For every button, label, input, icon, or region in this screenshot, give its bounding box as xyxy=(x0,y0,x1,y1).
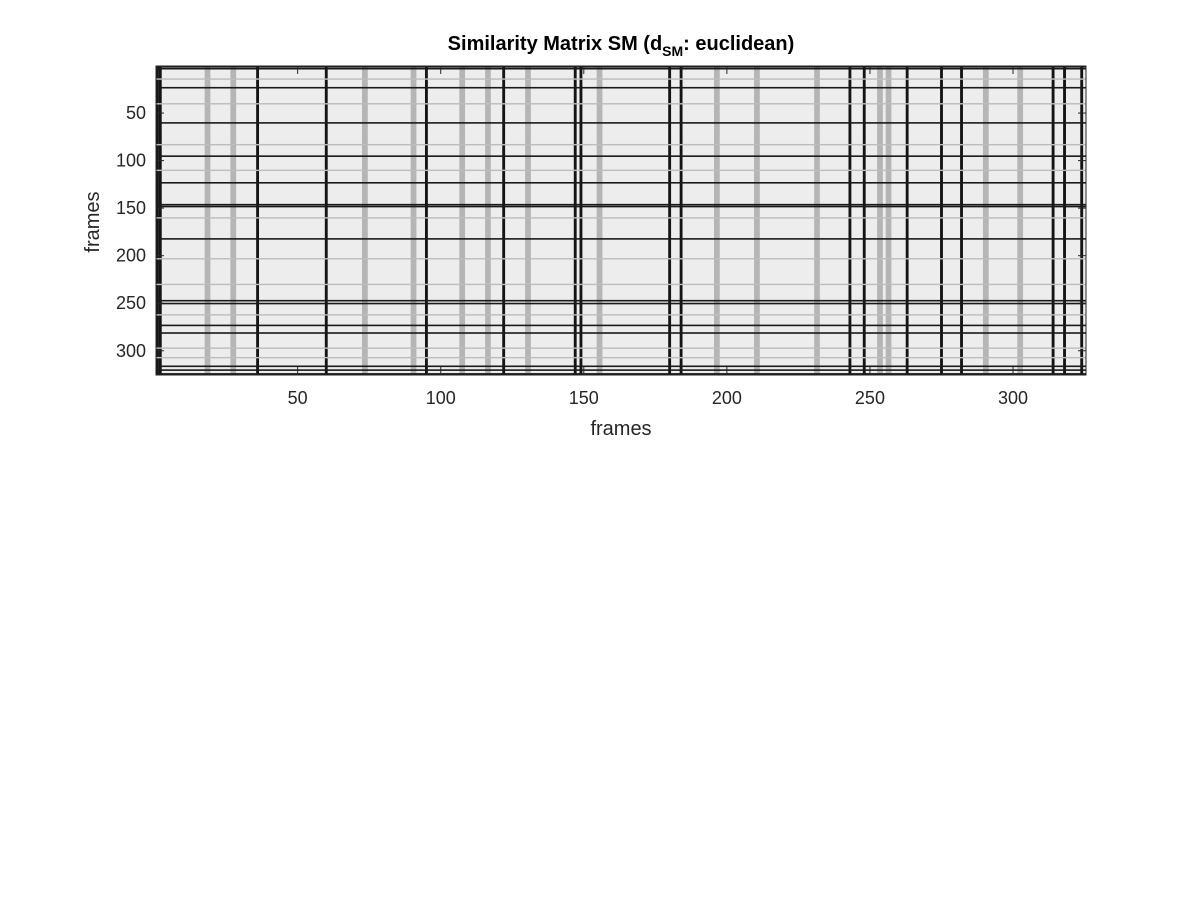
y-tick-label: 300 xyxy=(116,341,146,361)
heatmap-dark-row xyxy=(156,299,1086,302)
heatmap-dark-row xyxy=(156,302,1086,305)
heatmap-dark-row xyxy=(156,67,1086,70)
heatmap-dark-column xyxy=(848,66,852,375)
heatmap-dark-row xyxy=(156,324,1086,327)
heatmap-gray-row xyxy=(156,283,1086,286)
heatmap-gray-row xyxy=(156,103,1086,105)
heatmap-gray-column xyxy=(814,66,820,375)
heatmap-gray-column xyxy=(410,66,417,375)
heatmap-gray-column xyxy=(885,66,892,375)
heatmap-rows xyxy=(156,66,1086,375)
heatmap-dark-column xyxy=(158,66,162,375)
heatmap-gray-column xyxy=(230,66,237,375)
heatmap-gray-column xyxy=(982,66,989,375)
heatmap-dark-column xyxy=(579,66,583,375)
heatmap-dark-row xyxy=(156,332,1086,334)
heatmap-gray-row xyxy=(156,217,1086,219)
x-axis-label: frames xyxy=(590,418,651,440)
x-tick-label: 300 xyxy=(998,388,1028,408)
heatmap-dark-row xyxy=(156,181,1086,184)
heatmap-dark-column xyxy=(679,66,683,375)
x-axis-ticks: 50 100 150 200 250 300 xyxy=(288,66,1028,408)
heatmap-gray-column xyxy=(459,66,466,375)
heatmap-background xyxy=(156,66,1086,375)
x-tick-label: 100 xyxy=(426,388,456,408)
heatmap-gray-column xyxy=(714,66,720,375)
heatmap-gray-row xyxy=(156,356,1086,359)
heatmap-dark-column xyxy=(668,66,672,375)
x-tick-label: 250 xyxy=(855,388,885,408)
heatmap-columns xyxy=(156,66,1084,375)
heatmap-dark-column xyxy=(960,66,963,375)
heatmap-gray-column xyxy=(754,66,760,375)
heatmap-gray-column xyxy=(525,66,531,375)
heatmap-gray-column xyxy=(877,66,883,375)
heatmap-gray-row xyxy=(156,258,1086,260)
axes-box xyxy=(155,65,1087,376)
x-tick-label: 200 xyxy=(712,388,742,408)
chart-title-subscript: SM xyxy=(662,43,683,59)
heatmap-dark-column xyxy=(1051,66,1055,375)
heatmap-dark-row xyxy=(156,66,1086,68)
heatmap-dark-column xyxy=(1063,66,1066,375)
heatmap-dark-column xyxy=(424,66,428,375)
heatmap-dark-column xyxy=(256,66,260,375)
y-tick-label: 250 xyxy=(116,293,146,313)
heatmap-gray-row xyxy=(156,78,1086,80)
heatmap-dark-column xyxy=(862,66,866,375)
heatmap-dark-row xyxy=(156,122,1086,124)
heatmap-dark-column xyxy=(940,66,943,375)
y-tick-label: 200 xyxy=(116,246,146,266)
heatmap-dark-column xyxy=(502,66,506,375)
heatmap-dark-row xyxy=(156,369,1086,371)
chart-title-suffix: : euclidean) xyxy=(683,33,794,55)
heatmap-gray-column xyxy=(485,66,491,375)
heatmap-dark-column xyxy=(573,66,577,375)
plot-area xyxy=(155,65,1087,376)
heatmap-dark-column xyxy=(156,66,159,375)
heatmap-dark-row xyxy=(156,365,1086,368)
heatmap-dark-row xyxy=(156,155,1086,157)
heatmap-dark-row xyxy=(156,238,1086,240)
heatmap-dark-column xyxy=(905,66,909,375)
y-axis-label: frames xyxy=(82,191,104,252)
heatmap-gray-row xyxy=(156,314,1086,316)
x-tick-label: 150 xyxy=(569,388,599,408)
heatmap-gray-row xyxy=(156,169,1086,172)
heatmap-dark-row xyxy=(156,205,1086,208)
heatmap-gray-row xyxy=(156,347,1086,349)
heatmap-gray-row xyxy=(156,143,1086,146)
heatmap-gray-column xyxy=(204,66,211,375)
chart-title: Similarity Matrix SM (dSM: euclidean) xyxy=(448,33,795,59)
heatmap-gray-column xyxy=(362,66,368,375)
y-tick-label: 100 xyxy=(116,151,146,171)
x-tick-label: 50 xyxy=(288,388,308,408)
y-tick-label: 50 xyxy=(126,103,146,123)
heatmap-gray-column xyxy=(1017,66,1024,375)
heatmap-dark-column xyxy=(324,66,328,375)
heatmap-gray-column xyxy=(596,66,603,375)
chart-title-prefix: Similarity Matrix SM (d xyxy=(448,33,663,55)
heatmap-dark-row xyxy=(156,373,1086,375)
heatmap-dark-column xyxy=(1080,66,1084,375)
y-axis-ticks: 50 100 150 200 250 300 xyxy=(116,103,1086,361)
heatmap-dark-row xyxy=(156,203,1086,206)
y-tick-label: 150 xyxy=(116,198,146,218)
heatmap-dark-row xyxy=(156,86,1086,89)
